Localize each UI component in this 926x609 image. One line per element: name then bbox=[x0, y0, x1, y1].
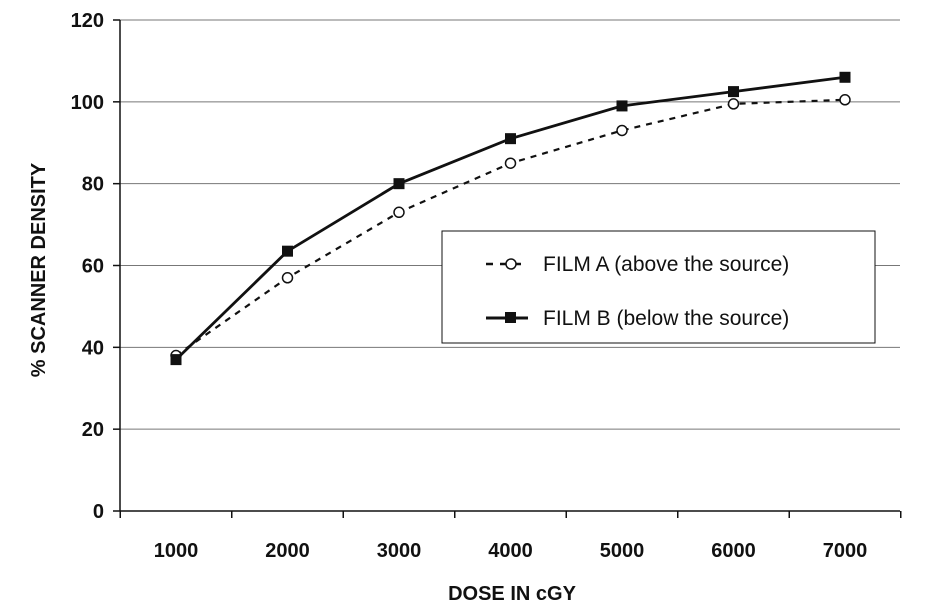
y-axis-tick-labels: 0 20 40 60 80 100 120 bbox=[71, 10, 104, 523]
data-point bbox=[282, 245, 293, 257]
x-tick-label: 6000 bbox=[711, 540, 756, 562]
data-point bbox=[728, 86, 739, 98]
x-axis-title: DOSE IN cGY bbox=[448, 583, 576, 605]
y-tick-label: 80 bbox=[82, 174, 104, 196]
data-point bbox=[170, 354, 182, 366]
x-tick-label: 3000 bbox=[377, 540, 422, 562]
data-point bbox=[727, 98, 740, 110]
data-point bbox=[393, 178, 405, 190]
data-point bbox=[505, 133, 516, 145]
x-tick-label: 1000 bbox=[154, 540, 199, 562]
data-point bbox=[616, 124, 628, 137]
legend-label-film-a: FILM A (above the source) bbox=[543, 253, 789, 276]
data-series bbox=[170, 71, 851, 366]
x-tick-label: 5000 bbox=[600, 540, 645, 562]
legend-entry-film-a: FILM A (above the source) bbox=[486, 253, 789, 276]
x-axis-tick-labels: 1000 2000 3000 4000 5000 6000 7000 bbox=[154, 540, 868, 562]
series-film-b bbox=[170, 71, 851, 366]
x-tick-label: 7000 bbox=[823, 540, 868, 562]
y-tick-label: 60 bbox=[82, 256, 104, 278]
data-point bbox=[504, 157, 517, 169]
gridlines bbox=[120, 19, 900, 430]
data-point bbox=[839, 71, 851, 83]
x-tick-label: 4000 bbox=[488, 540, 533, 562]
y-tick-label: 100 bbox=[71, 92, 104, 114]
data-point bbox=[616, 100, 628, 112]
axes bbox=[113, 19, 902, 518]
y-tick-label: 120 bbox=[71, 10, 104, 32]
y-axis-title: % SCANNER DENSITY bbox=[28, 162, 50, 377]
legend-entry-film-b: FILM B (below the source) bbox=[486, 307, 789, 330]
y-tick-label: 20 bbox=[82, 419, 104, 441]
legend-marker-film-a bbox=[505, 258, 517, 270]
legend-marker-film-b bbox=[505, 312, 516, 323]
legend-label-film-b: FILM B (below the source) bbox=[543, 307, 789, 330]
data-point bbox=[393, 206, 405, 219]
y-tick-label: 40 bbox=[82, 337, 104, 359]
y-tick-label: 0 bbox=[93, 501, 104, 523]
legend-box bbox=[441, 230, 876, 344]
series-film-a bbox=[170, 94, 851, 362]
legend: FILM A (above the source) FILM B (below … bbox=[441, 230, 876, 344]
x-tick-label: 2000 bbox=[265, 540, 310, 562]
data-point bbox=[839, 94, 851, 106]
data-point bbox=[281, 272, 294, 284]
